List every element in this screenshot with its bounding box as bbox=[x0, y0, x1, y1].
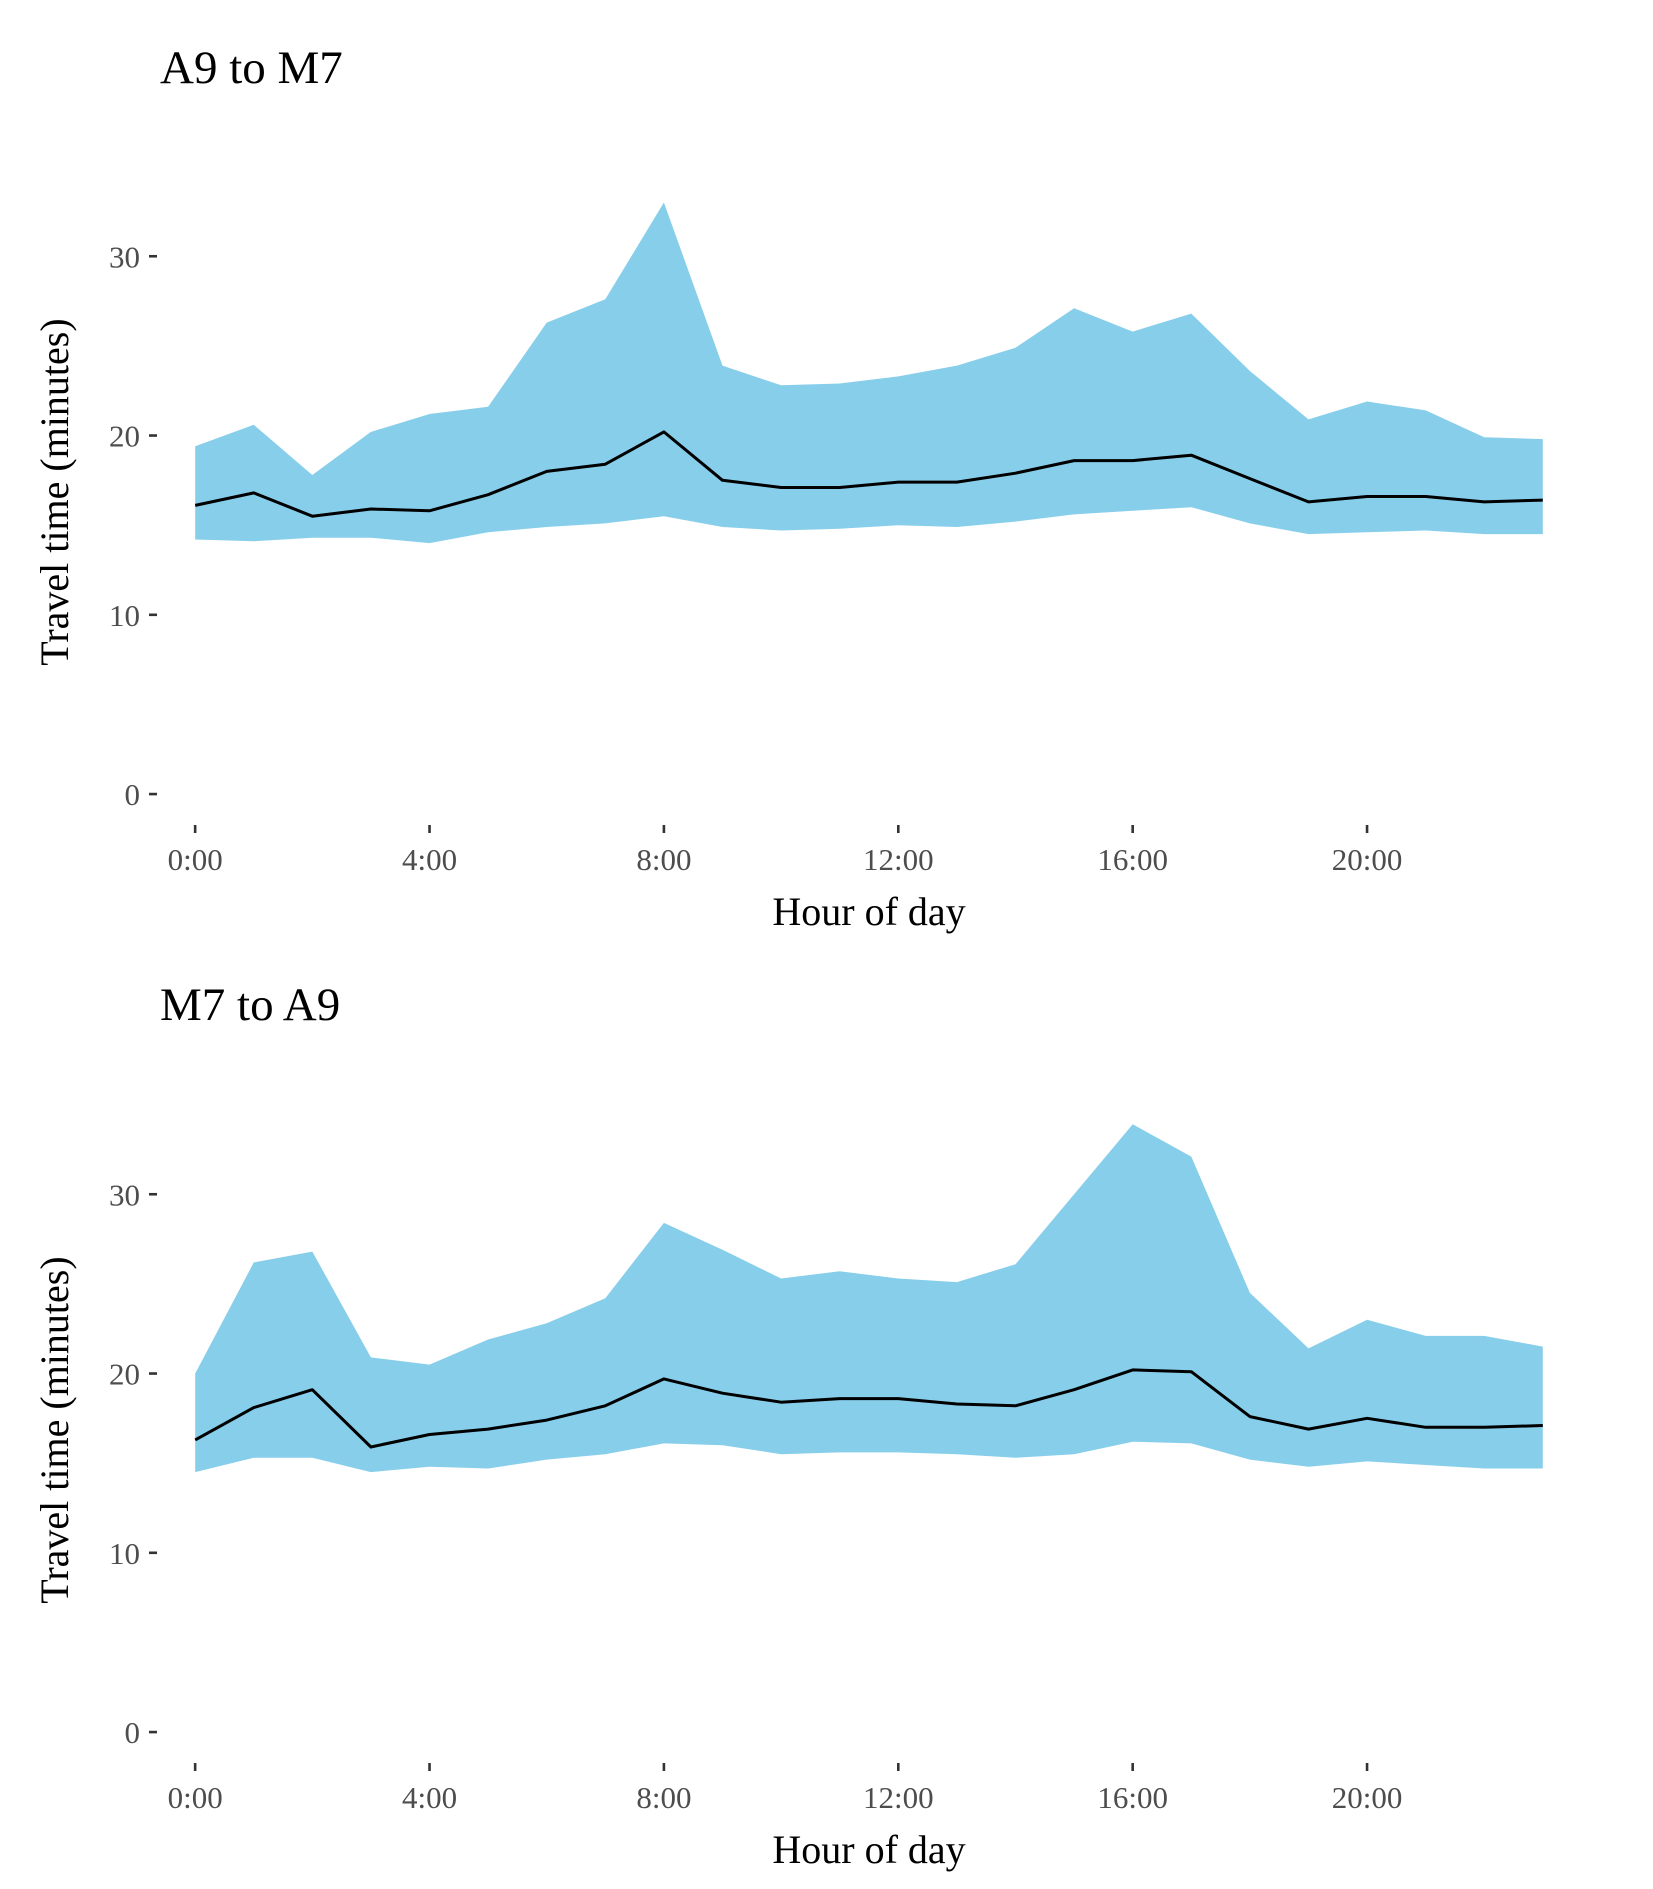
x-tick-label: 8:00 bbox=[636, 1780, 691, 1815]
chart-title: A9 to M7 bbox=[160, 42, 343, 94]
y-axis-title: Travel time (minutes) bbox=[32, 1256, 77, 1603]
panel-a9-to-m7: 0 10 20 30 0:00 4:00 8:00 12:00 16:00 20:00 A9 to … bbox=[32, 42, 1543, 934]
travel-time-range-band bbox=[195, 1124, 1543, 1473]
y-axis-title: Travel time (minutes) bbox=[32, 318, 77, 665]
x-tick-label: 12:00 bbox=[863, 842, 934, 877]
x-axis-title: Hour of day bbox=[772, 889, 965, 934]
x-tick-label: 8:00 bbox=[636, 842, 691, 877]
median-travel-time-line bbox=[194, 1368, 1543, 1449]
x-tick-label: 20:00 bbox=[1332, 1780, 1403, 1815]
y-tick-label: 20 bbox=[109, 1357, 140, 1392]
y-tick-label: 0 bbox=[125, 1715, 141, 1750]
y-tick-label: 30 bbox=[109, 239, 140, 274]
x-tick-label: 4:00 bbox=[402, 1780, 457, 1815]
x-axis-title: Hour of day bbox=[772, 1827, 965, 1872]
panel-m7-to-a9: 0 10 20 30 0:00 4:00 8:00 12:00 16:00 20:00 M7 to … bbox=[32, 979, 1543, 1872]
y-tick-label: 10 bbox=[109, 1536, 140, 1571]
x-tick-label: 0:00 bbox=[168, 842, 223, 877]
y-tick-label: 30 bbox=[109, 1177, 140, 1212]
median-travel-time-line bbox=[194, 430, 1543, 518]
x-tick-label: 16:00 bbox=[1097, 1780, 1168, 1815]
chart-title: M7 to A9 bbox=[160, 979, 340, 1031]
x-tick-label: 20:00 bbox=[1332, 842, 1403, 877]
x-tick-label: 12:00 bbox=[863, 1780, 934, 1815]
y-tick-label: 10 bbox=[109, 598, 140, 633]
x-tick-label: 0:00 bbox=[168, 1780, 223, 1815]
x-tick-label: 16:00 bbox=[1097, 842, 1168, 877]
y-tick-label: 20 bbox=[109, 419, 140, 454]
y-tick-label: 0 bbox=[125, 777, 141, 812]
x-tick-label: 4:00 bbox=[402, 842, 457, 877]
travel-time-range-band bbox=[195, 202, 1543, 544]
